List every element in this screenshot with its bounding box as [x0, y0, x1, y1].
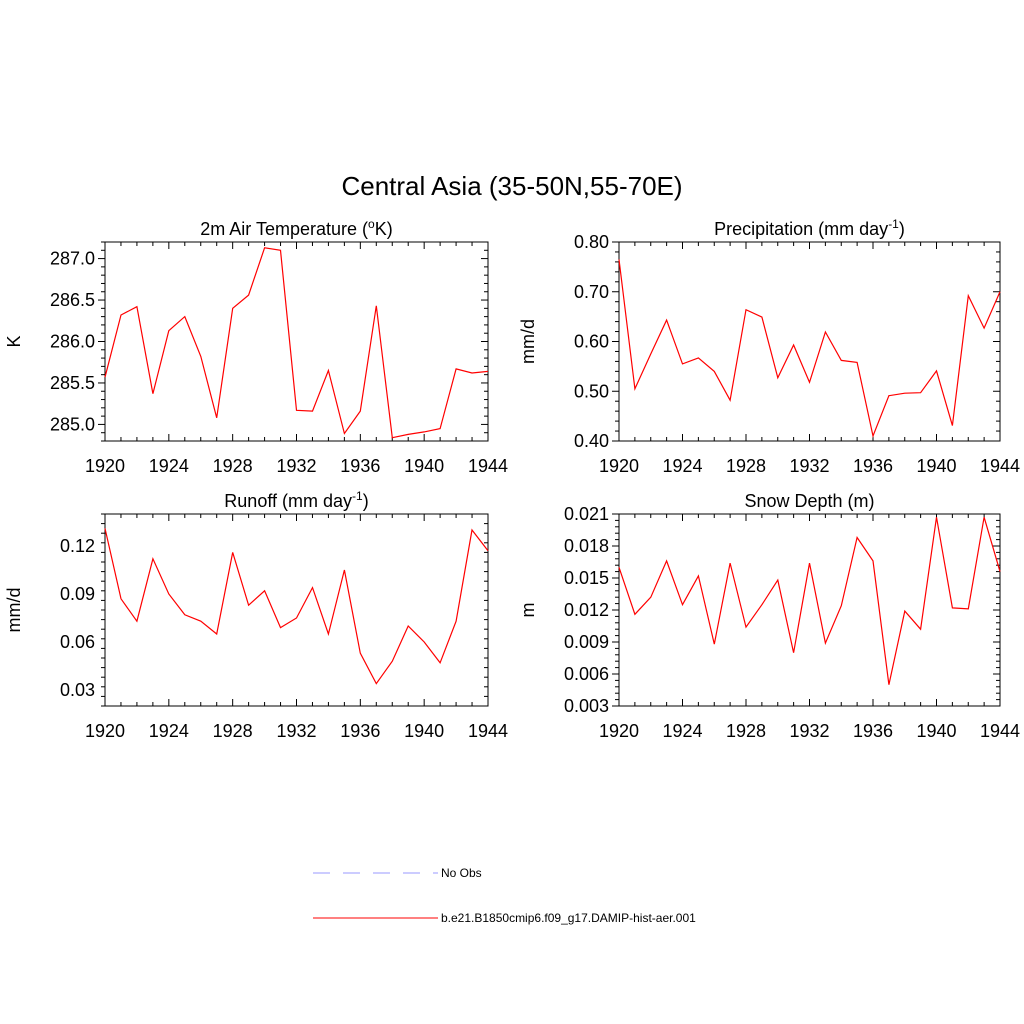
- x-tick-label: 1928: [213, 456, 253, 476]
- x-tick-label: 1920: [599, 721, 639, 741]
- y-tick-label: 0.009: [564, 632, 609, 652]
- y-tick-label: 286.0: [50, 332, 95, 352]
- y-axis-label: mm/d: [4, 588, 24, 633]
- y-tick-label: 286.5: [50, 290, 95, 310]
- y-axis-label: mm/d: [518, 319, 538, 364]
- y-tick-label: 285.5: [50, 373, 95, 393]
- x-tick-label: 1932: [789, 456, 829, 476]
- panel-title-part: o: [368, 217, 375, 231]
- series-line: [104, 247, 489, 439]
- x-tick-label: 1924: [149, 456, 189, 476]
- y-tick-label: 0.12: [60, 536, 95, 556]
- x-tick-label: 1920: [85, 456, 125, 476]
- y-tick-label: 0.80: [574, 232, 609, 252]
- x-tick-label: 1924: [149, 721, 189, 741]
- panel-title-part: ): [363, 491, 369, 511]
- x-tick-label: 1928: [213, 721, 253, 741]
- y-tick-label: 285.0: [50, 414, 95, 434]
- y-tick-label: 0.021: [564, 504, 609, 524]
- y-axis-label: m: [518, 603, 538, 618]
- x-tick-label: 1928: [726, 721, 766, 741]
- x-tick-label: 1936: [853, 456, 893, 476]
- legend-label-2: b.e21.B1850cmip6.f09_g17.DAMIP-hist-aer.…: [441, 911, 696, 925]
- x-tick-label: 1944: [468, 456, 508, 476]
- panel-title-part: K): [375, 219, 393, 239]
- x-tick-label: 1936: [853, 721, 893, 741]
- x-tick-label: 1932: [276, 456, 316, 476]
- y-tick-label: 0.018: [564, 536, 609, 556]
- series-line: [618, 517, 1001, 685]
- plot-frame: [618, 513, 1001, 707]
- chart-panel-1: 2m Air Temperature (oK) 1920 1924 1928 1932 1…: [4, 217, 508, 476]
- y-tick-label: 0.003: [564, 696, 609, 716]
- x-tick-label: 1944: [468, 721, 508, 741]
- chart-panel-2: Precipitation (mm day-1) 1920 1924 1928 1932…: [518, 217, 1020, 476]
- panel-title-part: Runoff (mm day: [224, 491, 352, 511]
- x-tick-label: 1940: [916, 721, 956, 741]
- chart-panel-4: Snow Depth (m) 1920 1924 1928 1932 1936 1940 19…: [518, 491, 1020, 741]
- x-tick-label: 1924: [662, 456, 702, 476]
- y-tick-label: 287.0: [50, 249, 95, 269]
- y-tick-label: 0.03: [60, 680, 95, 700]
- chart-panel-3: Runoff (mm day-1) 1920 1924 1928 1932 1936 194…: [4, 489, 508, 741]
- panel-title-part: 2m Air Temperature (: [200, 219, 368, 239]
- legend-label-1: No Obs: [441, 866, 482, 880]
- y-tick-label: 0.015: [564, 568, 609, 588]
- panel-title: Snow Depth (m): [744, 491, 874, 511]
- x-tick-label: 1944: [980, 456, 1020, 476]
- main-title: Central Asia (35-50N,55-70E): [341, 171, 682, 201]
- x-tick-label: 1940: [916, 456, 956, 476]
- y-tick-label: 0.06: [60, 632, 95, 652]
- y-tick-label: 0.09: [60, 584, 95, 604]
- x-tick-label: 1936: [340, 721, 380, 741]
- plot-frame: [104, 241, 489, 442]
- panel-title: Precipitation (mm day-1): [714, 217, 905, 239]
- plot-frame: [104, 513, 489, 707]
- panel-title-part: Snow Depth (m): [744, 491, 874, 511]
- x-tick-label: 1924: [662, 721, 702, 741]
- panel-title-part: Precipitation (mm day: [714, 219, 888, 239]
- y-tick-label: 0.50: [574, 381, 609, 401]
- x-tick-label: 1940: [404, 456, 444, 476]
- panel-title: 2m Air Temperature (oK): [200, 217, 392, 239]
- y-tick-label: 0.012: [564, 600, 609, 620]
- panel-title-part: -1: [888, 217, 899, 231]
- x-tick-label: 1920: [599, 456, 639, 476]
- y-axis-label: K: [4, 335, 24, 347]
- legend: No Obs b.e21.B1850cmip6.f09_g17.DAMIP-his…: [313, 866, 696, 925]
- x-tick-label: 1944: [980, 721, 1020, 741]
- panels: 2m Air Temperature (oK)1920 1924 1928 1932 1…: [4, 217, 1020, 741]
- panel-title-part: -1: [352, 489, 363, 503]
- x-tick-label: 1940: [404, 721, 444, 741]
- y-tick-label: 0.70: [574, 282, 609, 302]
- x-tick-label: 1920: [85, 721, 125, 741]
- y-tick-label: 0.40: [574, 431, 609, 451]
- panel-title-part: ): [899, 219, 905, 239]
- x-tick-label: 1936: [340, 456, 380, 476]
- panel-title: Runoff (mm day-1): [224, 489, 368, 511]
- series-line: [104, 528, 489, 685]
- x-tick-label: 1932: [276, 721, 316, 741]
- y-tick-label: 0.006: [564, 664, 609, 684]
- series-line: [618, 259, 1001, 439]
- x-tick-label: 1928: [726, 456, 766, 476]
- x-tick-label: 1932: [789, 721, 829, 741]
- plot-frame: [618, 241, 1001, 442]
- y-tick-label: 0.60: [574, 332, 609, 352]
